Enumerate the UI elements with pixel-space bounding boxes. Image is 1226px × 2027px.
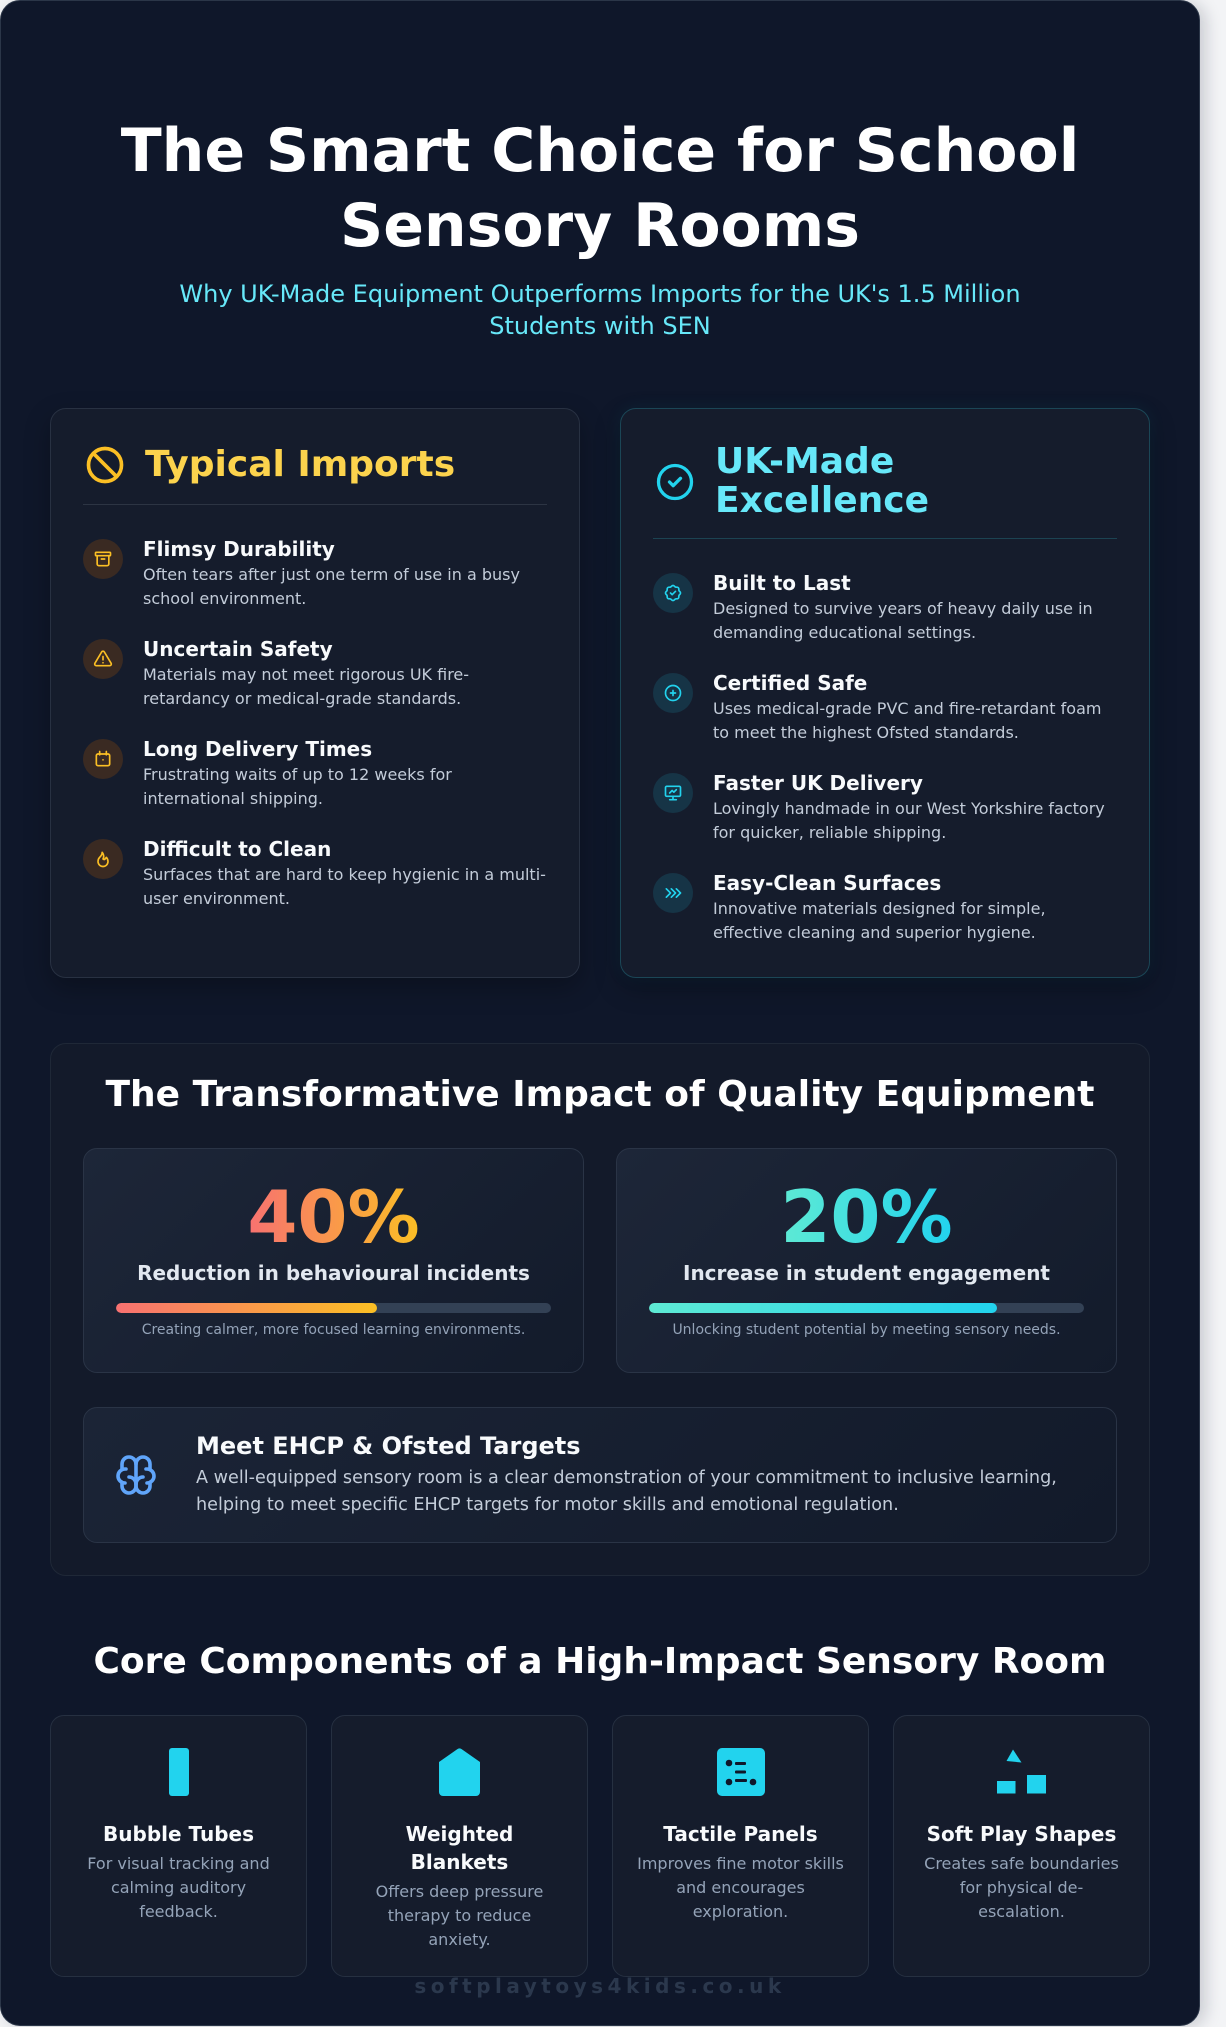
page-subtitle: Why UK-Made Equipment Outperforms Import… — [179, 280, 1021, 340]
progress-bar — [649, 1302, 1084, 1313]
item-description: Uses medical-grade PVC and fire-retardan… — [713, 698, 1102, 742]
component-title: Bubble Tubes — [103, 1821, 254, 1846]
component-card-bubble-tubes: Bubble Tubes For visual tracking and cal… — [50, 1714, 307, 1977]
blanket-icon — [356, 1748, 563, 1796]
flame-icon — [83, 839, 123, 879]
calendar-icon — [83, 739, 123, 779]
component-card-tactile-panels: Tactile Panels Improves fine motor skill… — [612, 1714, 869, 1977]
component-description: Improves fine motor skills and encourage… — [637, 1853, 844, 1921]
item-text: Certified Safe Uses medical-grade PVC an… — [713, 671, 1117, 745]
bubble-tube-icon — [75, 1747, 282, 1796]
item-title: Uncertain Safety — [143, 637, 333, 661]
comparison-section: Typical Imports Flimsy Durability Often … — [50, 408, 1150, 978]
callout-title: Meet EHCP & Ofsted Targets — [196, 1432, 581, 1461]
uk-made-card-header: UK-Made Excellence — [653, 441, 1117, 539]
progress-fill — [116, 1302, 377, 1313]
imports-card-header: Typical Imports — [83, 443, 547, 505]
item-description: Surfaces that are hard to keep hygienic … — [143, 865, 546, 908]
hero-header: The Smart Choice for School Sensory Room… — [50, 1, 1150, 342]
stat-card-engagement: 20% Increase in student engagement Unloc… — [616, 1147, 1117, 1374]
list-item: Built to Last Designed to survive years … — [653, 571, 1117, 645]
circle-plus-icon — [653, 672, 693, 713]
list-item: Difficult to Clean Surfaces that are har… — [83, 837, 547, 911]
item-text: Faster UK Delivery Lovingly handmade in … — [713, 771, 1117, 845]
item-description: Often tears after just one term of use i… — [143, 565, 520, 608]
ehcp-callout: Meet EHCP & Ofsted Targets A well-equipp… — [83, 1407, 1117, 1543]
ban-icon — [83, 443, 127, 487]
component-card-weighted-blankets: Weighted Blankets Offers deep pressure t… — [331, 1714, 588, 1977]
progress-bar — [116, 1302, 551, 1313]
stat-label: Increase in student engagement — [683, 1260, 1050, 1285]
chevrons-right-icon — [653, 872, 693, 913]
components-grid: Bubble Tubes For visual tracking and cal… — [50, 1714, 1150, 1977]
component-description: For visual tracking and calming auditory… — [87, 1853, 270, 1921]
page-title: The Smart Choice for School Sensory Room… — [120, 116, 1080, 261]
component-description: Offers deep pressure therapy to reduce a… — [375, 1881, 544, 1949]
site-watermark: softplaytoys4kids.co.uk — [414, 1974, 786, 1998]
stats-grid: 40% Reduction in behavioural incidents C… — [83, 1147, 1117, 1374]
archive-icon — [83, 539, 123, 579]
item-title: Difficult to Clean — [143, 837, 332, 861]
item-text: Uncertain Safety Materials may not meet … — [143, 637, 547, 711]
list-item: Flimsy Durability Often tears after just… — [83, 537, 547, 611]
item-text: Long Delivery Times Frustrating waits of… — [143, 737, 547, 811]
stat-label: Reduction in behavioural incidents — [137, 1260, 530, 1285]
circle-check-icon — [653, 460, 697, 504]
stat-card-behaviour: 40% Reduction in behavioural incidents C… — [83, 1147, 584, 1374]
infographic-container: The Smart Choice for School Sensory Room… — [0, 0, 1200, 2026]
shapes-icon — [918, 1748, 1125, 1796]
stat-caption: Creating calmer, more focused learning e… — [141, 1321, 526, 1338]
item-description: Designed to survive years of heavy daily… — [713, 598, 1093, 642]
component-title: Soft Play Shapes — [926, 1821, 1117, 1846]
component-title: Weighted Blankets — [405, 1821, 514, 1874]
badge-check-icon — [653, 572, 693, 613]
list-item: Uncertain Safety Materials may not meet … — [83, 637, 547, 711]
uk-made-card: UK-Made Excellence Built to Last Designe… — [620, 408, 1150, 978]
presentation-icon — [653, 772, 693, 813]
brain-icon — [112, 1451, 160, 1499]
item-title: Certified Safe — [713, 670, 868, 695]
stat-value: 20% — [780, 1174, 953, 1259]
component-description: Creates safe boundaries for physical de-… — [924, 1853, 1119, 1921]
item-title: Easy-Clean Surfaces — [713, 870, 942, 895]
item-title: Built to Last — [713, 570, 851, 595]
component-title: Tactile Panels — [663, 1821, 818, 1846]
impact-title: The Transformative Impact of Quality Equ… — [105, 1073, 1095, 1115]
components-title: Core Components of a High-Impact Sensory… — [93, 1640, 1107, 1682]
component-card-soft-play-shapes: Soft Play Shapes Creates safe boundaries… — [893, 1714, 1150, 1977]
item-title: Long Delivery Times — [143, 737, 373, 761]
progress-fill — [649, 1302, 997, 1313]
components-section: Core Components of a High-Impact Sensory… — [50, 1641, 1150, 1977]
item-text: Flimsy Durability Often tears after just… — [143, 537, 547, 611]
imports-card-title: Typical Imports — [145, 443, 456, 485]
alert-triangle-icon — [83, 639, 123, 679]
item-description: Frustrating waits of up to 12 weeks for … — [143, 765, 452, 808]
uk-made-card-title: UK-Made Excellence — [715, 441, 930, 521]
callout-text: Meet EHCP & Ofsted Targets A well-equipp… — [196, 1432, 1088, 1518]
list-item: Long Delivery Times Frustrating waits of… — [83, 737, 547, 811]
item-text: Easy-Clean Surfaces Innovative materials… — [713, 871, 1117, 945]
tactile-panel-icon — [637, 1747, 844, 1796]
item-description: Materials may not meet rigorous UK fire-… — [143, 665, 470, 708]
item-description: Lovingly handmade in our West Yorkshire … — [713, 798, 1105, 842]
stat-value: 40% — [247, 1174, 420, 1259]
item-text: Difficult to Clean Surfaces that are har… — [143, 837, 547, 911]
item-description: Innovative materials designed for simple… — [713, 898, 1046, 942]
list-item: Faster UK Delivery Lovingly handmade in … — [653, 771, 1117, 845]
item-title: Flimsy Durability — [143, 537, 335, 561]
item-title: Faster UK Delivery — [713, 770, 923, 795]
item-text: Built to Last Designed to survive years … — [713, 571, 1117, 645]
list-item: Easy-Clean Surfaces Innovative materials… — [653, 871, 1117, 945]
list-item: Certified Safe Uses medical-grade PVC an… — [653, 671, 1117, 745]
impact-section: The Transformative Impact of Quality Equ… — [50, 1042, 1150, 1576]
callout-description: A well-equipped sensory room is a clear … — [196, 1468, 1057, 1515]
typical-imports-card: Typical Imports Flimsy Durability Often … — [50, 408, 580, 978]
stat-caption: Unlocking student potential by meeting s… — [672, 1321, 1061, 1338]
